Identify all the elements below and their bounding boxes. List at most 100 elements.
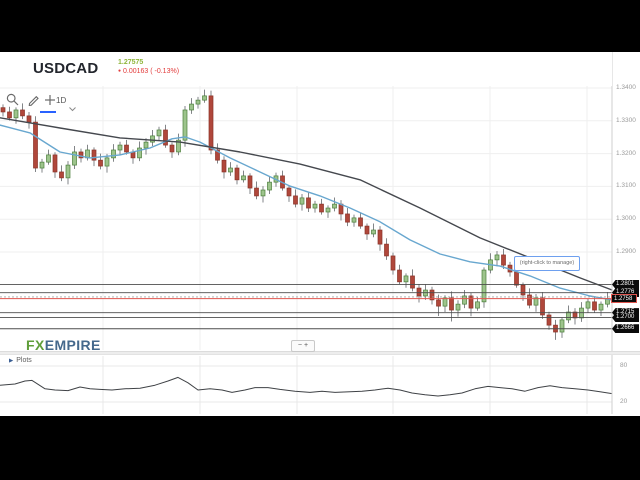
candle-down — [501, 254, 506, 266]
candle-down — [163, 129, 168, 146]
osc-tick-label: 20 — [620, 398, 628, 405]
candle-up — [566, 311, 571, 321]
candle-up — [559, 319, 565, 333]
last-price: 1.27575 — [118, 59, 144, 66]
current-price-tag: 1.2758 — [611, 294, 637, 304]
candle-down — [449, 297, 454, 311]
oscillator-line — [0, 376, 613, 397]
zoom-in-button[interactable]: + — [304, 342, 309, 349]
change-text: 0.00163 ( -0.13%) — [122, 68, 180, 75]
candle-down — [384, 243, 389, 257]
candle-down — [436, 299, 441, 307]
candle-up — [403, 275, 409, 283]
candlestick-series[interactable] — [0, 89, 610, 340]
candle-up — [241, 175, 246, 181]
search-icon[interactable] — [6, 93, 19, 111]
candle-up — [299, 197, 305, 205]
plus-icon[interactable] — [44, 93, 56, 111]
candle-down — [20, 109, 25, 117]
price-tick-label: 1.3400 — [616, 84, 636, 91]
candle-down — [410, 275, 415, 289]
level-lines-layer[interactable] — [0, 284, 612, 330]
chart-zoom-controls[interactable]: − + — [291, 340, 315, 352]
candle-down — [208, 95, 214, 151]
candle-up — [481, 269, 487, 303]
plots-pane-toggle[interactable]: ▶ Plots — [9, 357, 32, 364]
candle-up — [455, 303, 461, 311]
candle-down — [221, 159, 227, 173]
level-price-tag: 1.2776 — [612, 288, 639, 298]
candle-up — [462, 295, 467, 305]
candle-up — [371, 229, 376, 235]
candle-up — [260, 189, 266, 197]
price-tick-label: 1.3000 — [616, 215, 636, 223]
candle-down — [390, 255, 396, 271]
candle-down — [377, 229, 383, 245]
candle-down — [540, 297, 545, 316]
candle-up — [156, 129, 162, 137]
logo-empire: EMPIRE — [44, 337, 101, 353]
candle-down — [592, 301, 597, 311]
candle-up — [117, 144, 123, 151]
candle-up — [46, 154, 51, 163]
chart-toolbar: 1D — [0, 90, 90, 116]
pane-divider-handle[interactable] — [0, 351, 640, 355]
candle-up — [202, 95, 207, 101]
candle-down — [306, 197, 311, 209]
candle-down — [98, 159, 103, 167]
active-tool-underline — [40, 111, 56, 113]
fxempire-logo: FXEMPIRE — [26, 337, 101, 353]
candle-down — [364, 225, 370, 235]
pencil-icon[interactable] — [27, 93, 40, 111]
price-change: ● 0.00163 ( -0.13%) — [118, 67, 179, 76]
candle-up — [39, 161, 45, 169]
candle-down — [247, 175, 253, 189]
level-price-tag: 1.2666 — [612, 324, 639, 334]
level-price-tag: 1.2715 — [612, 308, 639, 318]
candle-up — [332, 203, 337, 209]
candle-up — [442, 297, 448, 307]
candle-down — [397, 269, 402, 283]
candle-down — [468, 295, 474, 309]
candle-up — [228, 167, 233, 173]
candle-up — [176, 139, 181, 153]
level-price-tag: 1.2700 — [612, 313, 639, 323]
candle-down — [33, 121, 38, 169]
price-tick-label: 1.3100 — [616, 182, 636, 190]
candle-up — [150, 135, 155, 143]
price-tick-label: 1.2900 — [616, 248, 636, 255]
candle-down — [124, 144, 129, 153]
candle-down — [345, 213, 350, 223]
chart-header: USDCAD 1.27575 ● 0.00163 ( -0.13%) — [0, 52, 612, 86]
candle-up — [325, 207, 331, 213]
candle-up — [65, 164, 71, 179]
candle-down — [293, 195, 298, 205]
triangle-right-icon: ▶ — [9, 357, 14, 364]
logo-fx: FX — [26, 337, 45, 353]
candle-up — [585, 301, 591, 309]
zoom-out-button[interactable]: − — [297, 342, 302, 349]
candle-down — [546, 314, 552, 326]
letterbox-bottom — [0, 416, 640, 480]
symbol-title: USDCAD — [33, 60, 99, 77]
candle-down — [7, 111, 12, 119]
candle-down — [78, 151, 84, 159]
candle-down — [91, 149, 97, 161]
osc-tick-label: 80 — [620, 362, 628, 369]
candle-up — [195, 99, 201, 105]
candle-down — [520, 284, 526, 296]
down-dot-icon: ● — [118, 68, 122, 74]
candle-up — [189, 103, 194, 111]
candle-up — [13, 109, 19, 119]
right-click-tooltip: (right-click to manage) — [514, 256, 580, 271]
candle-down — [358, 217, 363, 227]
candle-down — [0, 107, 6, 113]
price-tick-label: 1.3200 — [616, 149, 636, 157]
candle-up — [143, 141, 149, 149]
chevron-down-icon[interactable] — [69, 99, 76, 117]
candle-up — [494, 254, 500, 261]
interval-selector[interactable]: 1D — [56, 96, 67, 105]
candle-down — [429, 289, 435, 301]
